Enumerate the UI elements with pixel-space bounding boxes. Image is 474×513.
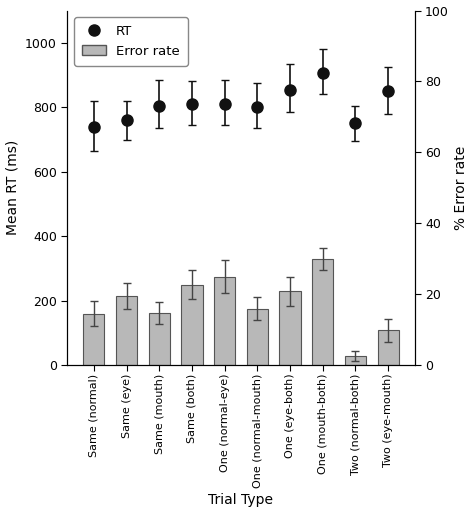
Bar [83, 313, 104, 365]
Y-axis label: % Error rate: % Error rate [455, 146, 468, 230]
Bar [214, 277, 235, 365]
Bar [345, 356, 366, 365]
Bar [182, 285, 202, 365]
Y-axis label: Mean RT (ms): Mean RT (ms) [6, 140, 19, 235]
Legend: RT, Error rate: RT, Error rate [74, 17, 188, 66]
Bar [312, 259, 333, 365]
Bar [116, 296, 137, 365]
Bar [149, 313, 170, 365]
Bar [280, 291, 301, 365]
Bar [247, 309, 268, 365]
X-axis label: Trial Type: Trial Type [209, 494, 273, 507]
Bar [378, 330, 399, 365]
